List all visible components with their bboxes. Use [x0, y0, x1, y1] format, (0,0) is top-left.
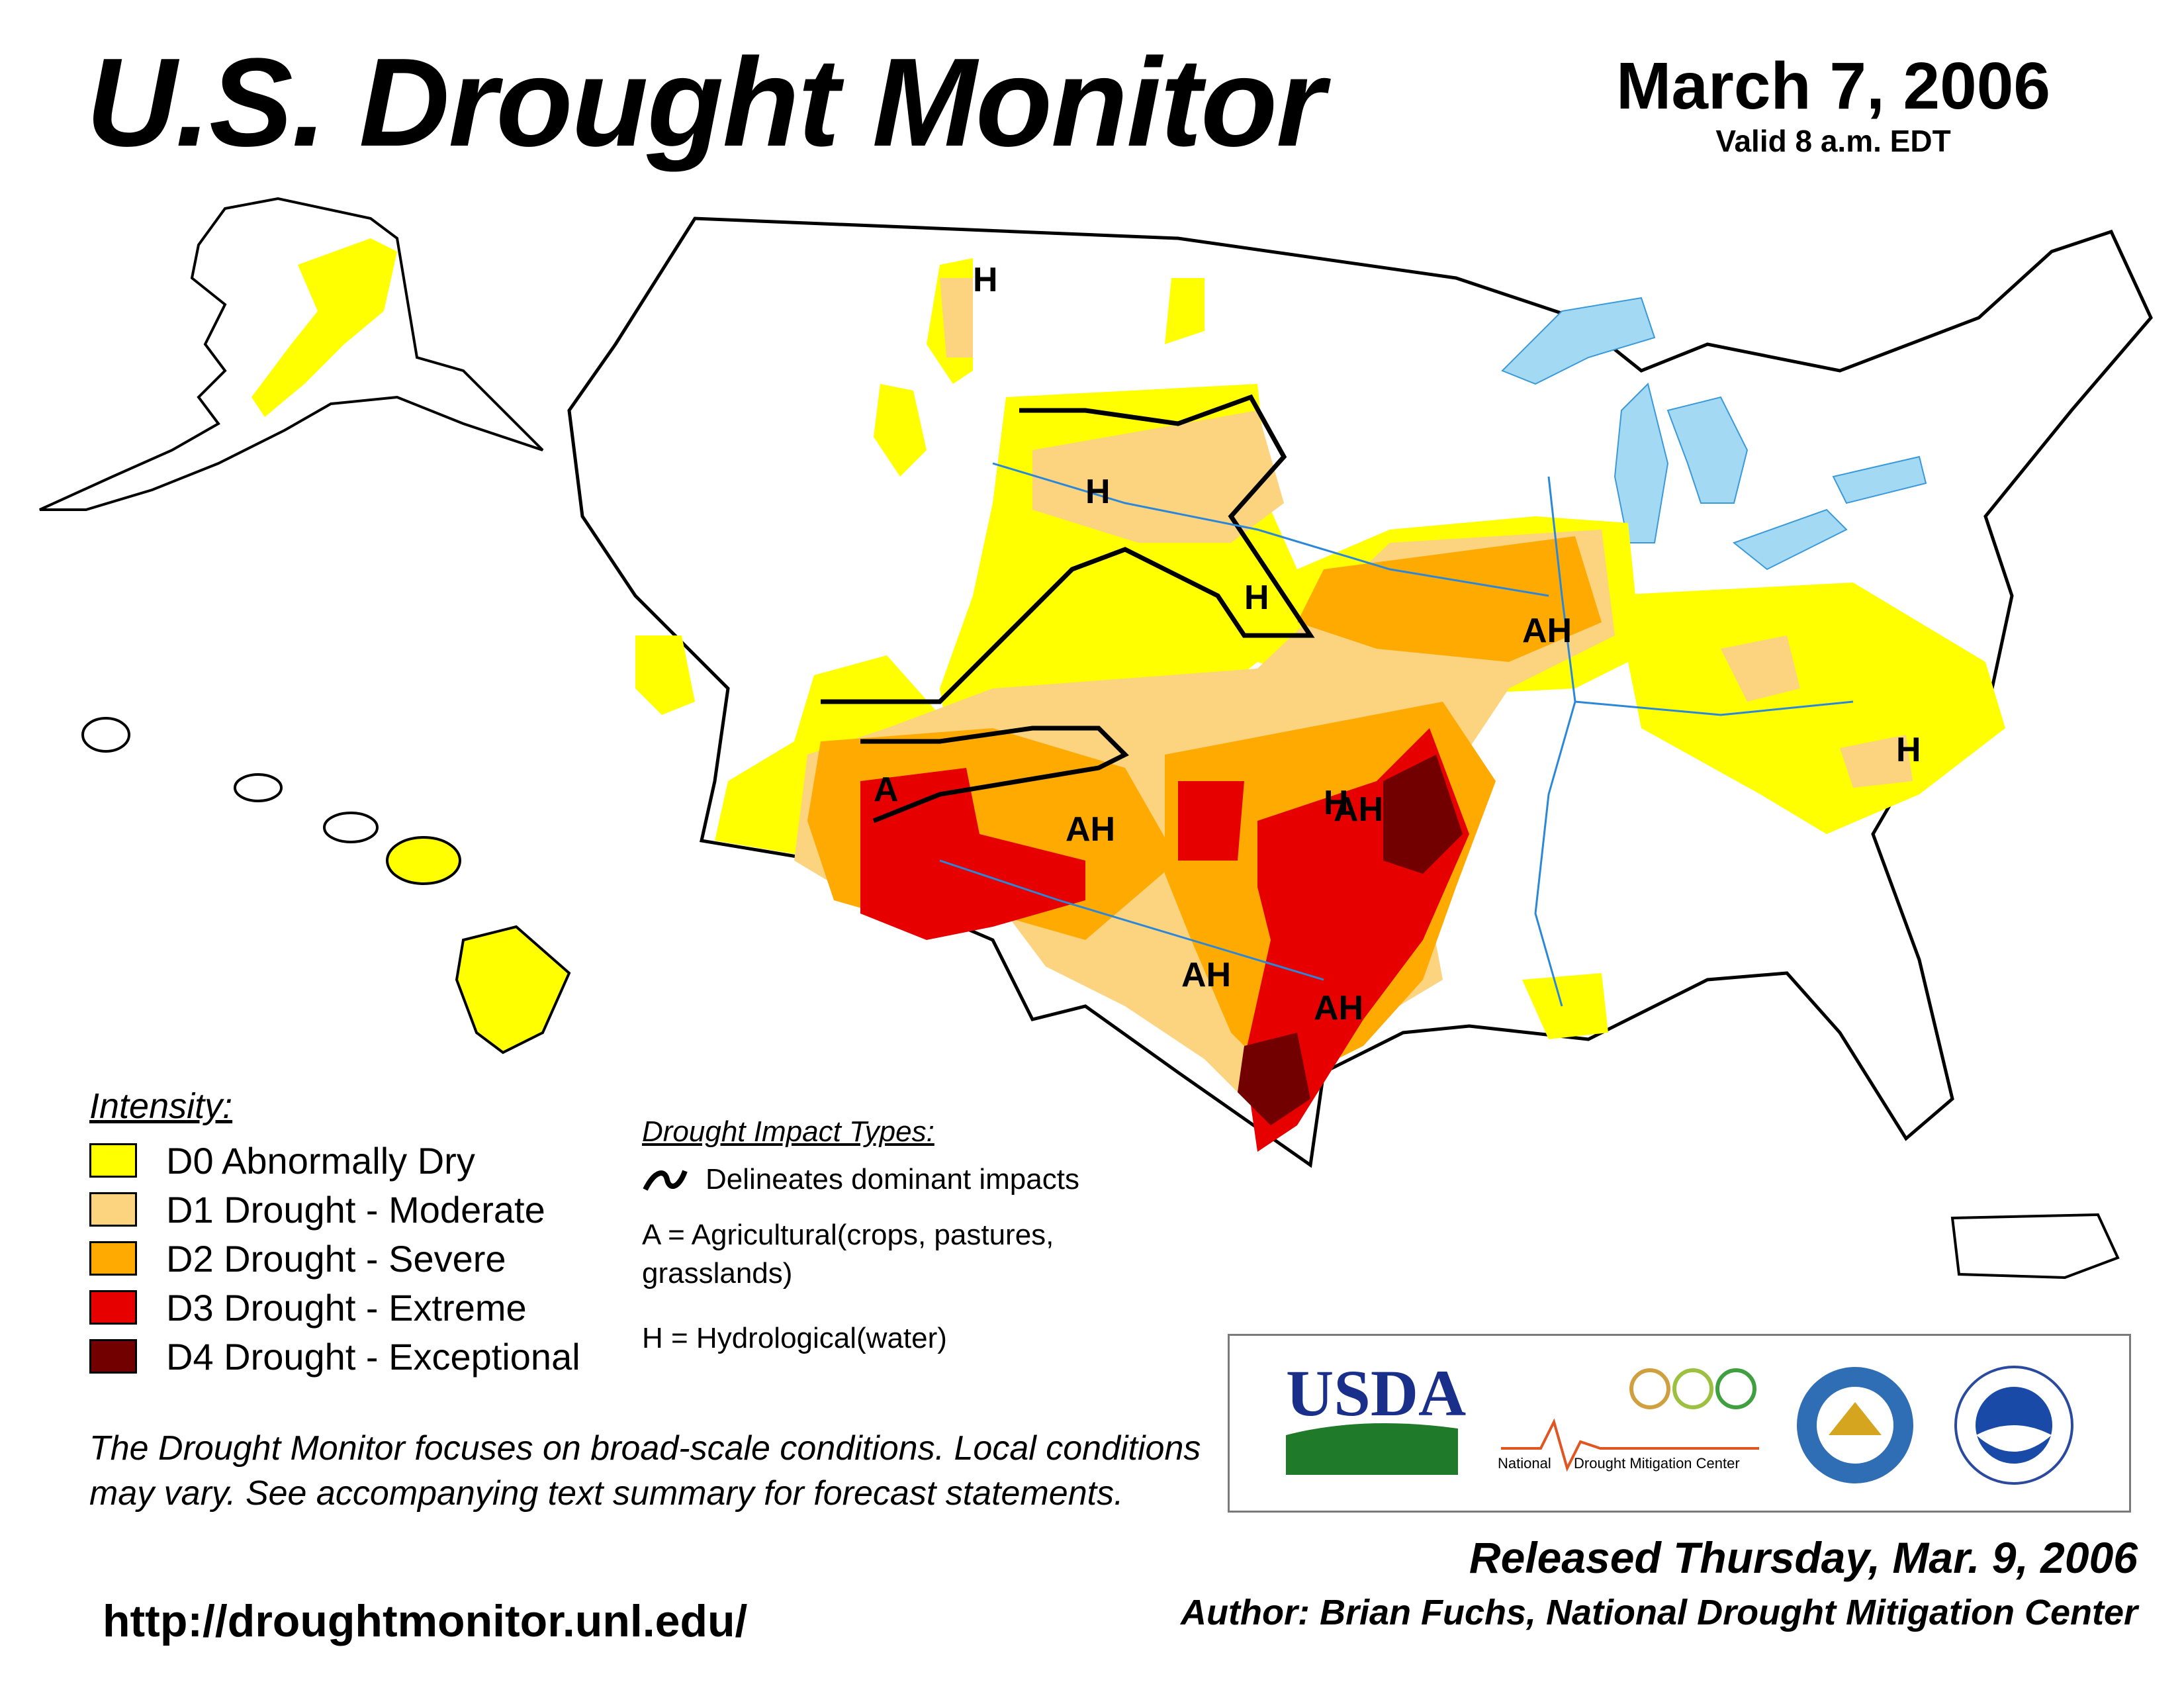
partner-logos: USDA National Drought Mitigation Center [1228, 1334, 2131, 1513]
legend-label: D2 Drought - Severe [166, 1237, 506, 1280]
legend-swatch [89, 1241, 137, 1276]
d4-regions [1238, 755, 1463, 1125]
impact-label: AH [1334, 790, 1383, 829]
legend-swatch [89, 1192, 137, 1227]
hawaii [81, 717, 571, 1055]
website-link[interactable]: http://droughtmonitor.unl.edu/ [103, 1596, 748, 1646]
impact-agricultural-label: A = Agricultural(crops, pastures, grassl… [642, 1219, 1054, 1290]
usda-logo: USDA [1286, 1356, 1466, 1475]
legend-item-d3: D3 Drought - Extreme [89, 1283, 632, 1332]
impact-label: AH [1066, 810, 1115, 849]
release-date: Released Thursday, Mar. 9, 2006 [1469, 1533, 2138, 1582]
great-lakes [1501, 297, 1927, 571]
puerto-rico [1950, 1213, 2120, 1280]
intensity-heading: Intensity: [89, 1086, 233, 1126]
impact-heading: Drought Impact Types: [642, 1115, 934, 1148]
impact-label: H [1244, 579, 1269, 617]
impact-delineates-label: Delineates dominant impacts [705, 1163, 1079, 1196]
impact-legend: Drought Impact Types: Delineates dominan… [642, 1115, 1185, 1384]
impact-label: H [1085, 473, 1111, 511]
impact-label: A [874, 771, 899, 809]
legend-label: D1 Drought - Moderate [166, 1188, 545, 1231]
ndmc-national-text: National [1498, 1455, 1551, 1472]
legend-item-d2: D2 Drought - Severe [89, 1234, 632, 1283]
rivers [939, 462, 1854, 1007]
impact-label: AH [1181, 956, 1231, 994]
legend-label: D0 Abnormally Dry [166, 1139, 475, 1182]
disclaimer-text: The Drought Monitor focuses on broad-sca… [89, 1429, 1201, 1513]
legend-item-d4: D4 Drought - Exceptional [89, 1332, 632, 1381]
legend-swatch [89, 1290, 137, 1325]
legend-item-d0: D0 Abnormally Dry [89, 1136, 632, 1185]
impact-label: H [1324, 784, 1349, 822]
ndmc-center-text: Drought Mitigation Center [1574, 1455, 1740, 1472]
impact-label: H [973, 261, 998, 299]
impact-hydrological-label: H = Hydrological(water) [642, 1322, 947, 1355]
logos-svg: USDA National Drought Mitigation Center [1286, 1356, 2073, 1485]
legend-label: D3 Drought - Extreme [166, 1286, 527, 1329]
ndmc-logo: National Drought Mitigation Center [1498, 1368, 1759, 1472]
legend-swatch [89, 1143, 137, 1178]
commerce-seal-icon [1797, 1367, 1913, 1483]
impact-lines [821, 394, 1315, 823]
alaska [39, 197, 544, 511]
impact-line-row: Delineates dominant impacts [642, 1163, 1185, 1196]
intensity-legend: Intensity: D0 Abnormally Dry D1 Drought … [89, 1086, 632, 1381]
usda-wordmark: USDA [1286, 1356, 1466, 1430]
legend-label: D4 Drought - Exceptional [166, 1335, 580, 1378]
impact-label: AH [1522, 612, 1572, 650]
map-date: March 7, 2006 [1616, 49, 2050, 123]
legend-item-d1: D1 Drought - Moderate [89, 1185, 632, 1234]
noaa-seal-icon [1954, 1366, 2073, 1485]
impact-line-icon [643, 1170, 688, 1191]
valid-time: Valid 8 a.m. EDT [1715, 124, 1951, 158]
legend-swatch [89, 1339, 137, 1374]
impact-label: AH [1314, 989, 1363, 1027]
impact-label: H [1896, 731, 1921, 769]
author-credit: Author: Brian Fuchs, National Drought Mi… [1181, 1593, 2138, 1632]
page-title: U.S. Drought Monitor [86, 32, 1325, 173]
